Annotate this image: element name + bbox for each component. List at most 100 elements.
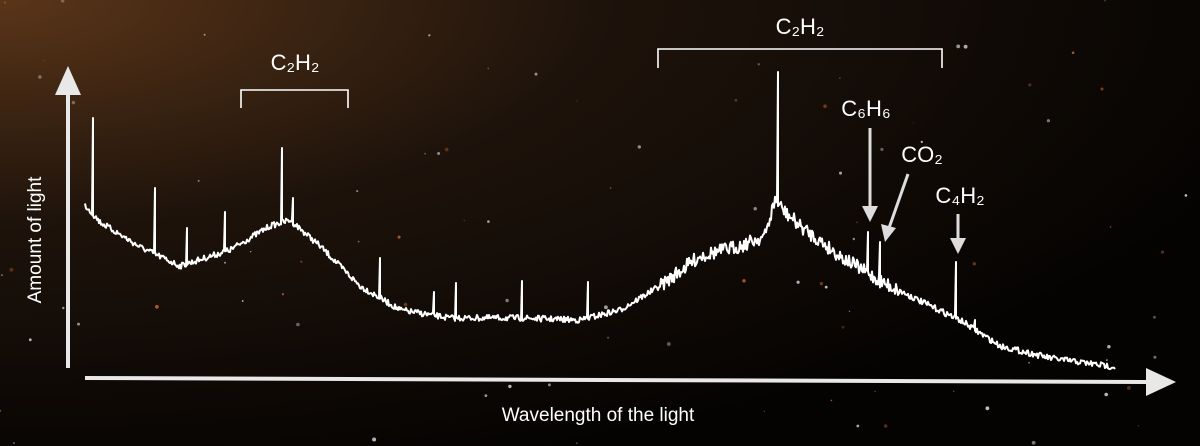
star xyxy=(3,1,7,4)
star xyxy=(534,72,538,76)
star xyxy=(880,147,884,151)
arrowhead xyxy=(950,238,966,254)
star xyxy=(1031,440,1036,445)
star xyxy=(848,310,851,312)
star xyxy=(637,145,641,149)
annotation-label: C₆H₆ xyxy=(841,96,891,121)
star xyxy=(62,306,65,310)
star xyxy=(830,399,833,402)
star xyxy=(763,410,765,412)
star xyxy=(505,298,509,303)
star xyxy=(1153,355,1157,359)
star xyxy=(874,390,876,393)
arrow xyxy=(887,173,910,229)
x-axis xyxy=(85,376,1148,384)
star xyxy=(197,179,200,182)
bracket xyxy=(657,48,943,68)
star xyxy=(1153,315,1156,319)
star xyxy=(77,322,80,326)
star xyxy=(757,63,760,66)
star xyxy=(444,147,449,152)
star xyxy=(823,104,827,108)
star xyxy=(203,33,206,36)
star xyxy=(1,274,3,276)
star xyxy=(920,140,923,144)
star xyxy=(1046,119,1050,123)
star xyxy=(1028,361,1031,364)
star xyxy=(824,285,828,289)
star xyxy=(819,281,824,286)
star xyxy=(463,219,466,222)
star xyxy=(1028,83,1032,87)
star xyxy=(155,304,159,309)
star xyxy=(609,187,612,189)
star xyxy=(437,152,441,155)
annotation-label: CO₂ xyxy=(901,142,943,167)
star xyxy=(985,406,990,411)
star xyxy=(487,67,489,70)
spectrum-line xyxy=(84,71,1116,371)
x-axis-arrowhead xyxy=(1146,368,1176,396)
star xyxy=(296,322,300,327)
arrowhead xyxy=(862,206,878,222)
star xyxy=(71,100,76,105)
y-axis-arrowhead xyxy=(55,66,81,95)
star xyxy=(9,267,14,272)
star xyxy=(424,152,426,155)
star xyxy=(576,100,578,102)
star xyxy=(356,190,359,193)
star xyxy=(13,442,15,444)
star xyxy=(952,390,955,393)
star xyxy=(224,261,226,264)
star xyxy=(508,384,512,389)
star xyxy=(753,207,757,211)
star xyxy=(839,77,841,79)
star xyxy=(956,44,961,49)
annotation-label: C₂H₂ xyxy=(271,50,320,75)
star xyxy=(241,300,244,302)
star xyxy=(963,44,968,49)
annotation-label: C₂H₂ xyxy=(776,14,825,39)
star xyxy=(1127,386,1131,390)
star xyxy=(796,280,800,284)
star xyxy=(884,424,888,428)
star xyxy=(1109,226,1112,228)
star xyxy=(1137,425,1140,427)
annotation-label: C₄H₂ xyxy=(935,183,984,208)
star xyxy=(1107,345,1111,349)
star xyxy=(547,383,551,387)
star xyxy=(1184,194,1188,197)
star xyxy=(576,442,578,444)
star xyxy=(1100,87,1104,91)
star xyxy=(1104,0,1106,2)
star xyxy=(60,0,65,3)
star xyxy=(34,208,38,211)
star xyxy=(839,171,842,175)
star xyxy=(357,240,360,243)
x-axis-label: Wavelength of the light xyxy=(502,405,695,426)
star xyxy=(1104,392,1108,397)
star xyxy=(1106,359,1108,361)
star xyxy=(0,409,2,412)
star xyxy=(856,424,860,428)
star xyxy=(841,325,845,329)
star xyxy=(487,220,490,223)
y-axis xyxy=(66,95,70,368)
star xyxy=(38,75,42,79)
star xyxy=(28,338,32,342)
star xyxy=(1160,250,1165,254)
star xyxy=(666,342,671,346)
star xyxy=(856,221,858,223)
star xyxy=(484,394,488,397)
star xyxy=(607,336,610,339)
arrowhead xyxy=(881,224,896,242)
star xyxy=(372,437,377,442)
star xyxy=(742,279,746,283)
star xyxy=(43,59,46,62)
star xyxy=(281,293,285,296)
star xyxy=(604,305,608,310)
bracket xyxy=(240,89,349,108)
